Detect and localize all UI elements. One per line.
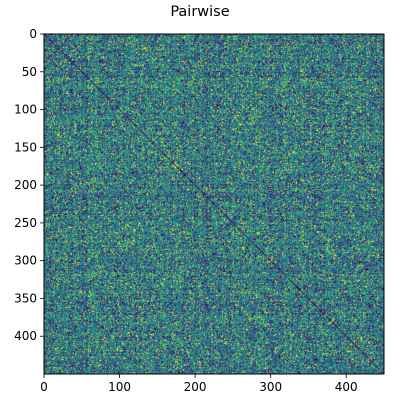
- y-tick-label: 50: [22, 65, 37, 79]
- y-tick-label: 100: [14, 103, 37, 117]
- heatmap-image: [44, 34, 384, 374]
- x-axis: 0 100 200 300 400: [40, 374, 358, 394]
- y-tick-label: 200: [14, 178, 37, 192]
- x-tick-label: 100: [108, 380, 131, 394]
- y-tick-label: 0: [29, 27, 37, 41]
- y-tick-label: 350: [14, 291, 37, 305]
- heatmap-image-container: [44, 34, 384, 374]
- plot-frame: [43, 33, 385, 375]
- chart-title: Pairwise: [170, 4, 229, 20]
- heatmap-plot-area: [43, 33, 385, 375]
- y-axis: 0 50 100 150 200 250 300 350 400: [14, 27, 44, 343]
- x-tick-label: 0: [40, 380, 48, 394]
- y-tick-label: 300: [14, 254, 37, 268]
- y-tick-label: 150: [14, 140, 37, 154]
- x-tick-label: 400: [335, 380, 358, 394]
- y-tick-label: 400: [14, 329, 37, 343]
- y-tick-label: 250: [14, 216, 37, 230]
- x-tick-label: 300: [259, 380, 282, 394]
- x-tick-label: 200: [184, 380, 207, 394]
